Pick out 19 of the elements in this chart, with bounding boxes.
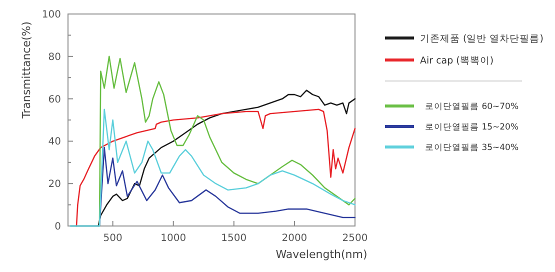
x-tick-label: 2500 bbox=[342, 233, 368, 244]
x-tick-label: 1000 bbox=[160, 233, 186, 244]
x-tick-label: 2000 bbox=[282, 233, 308, 244]
y-tick-label: 100 bbox=[42, 10, 61, 20]
legend-label: Air cap (뽁뽁이) bbox=[420, 55, 494, 66]
legend-label: 로이단열필름 60~70% bbox=[425, 102, 519, 112]
y-tick-label: 60 bbox=[48, 94, 61, 106]
legend-label: 기존제품 (일반 열차단필름) bbox=[420, 33, 544, 44]
line-series bbox=[98, 90, 356, 227]
x-axis-title: Wavelength(nm) bbox=[276, 248, 368, 261]
y-tick-label: 0 bbox=[54, 222, 61, 232]
legend-label: 로이단열필름 35~40% bbox=[425, 142, 519, 153]
y-tick-label: 40 bbox=[48, 136, 61, 148]
y-tick-label: 20 bbox=[48, 179, 61, 190]
x-tick-label: 1500 bbox=[221, 233, 247, 244]
y-axis-title: Transmittance(%) bbox=[20, 21, 33, 120]
y-tick-label: 80 bbox=[48, 52, 61, 63]
x-tick-label: 500 bbox=[103, 233, 122, 244]
legend-label: 로이단열필름 15~20% bbox=[425, 122, 519, 132]
